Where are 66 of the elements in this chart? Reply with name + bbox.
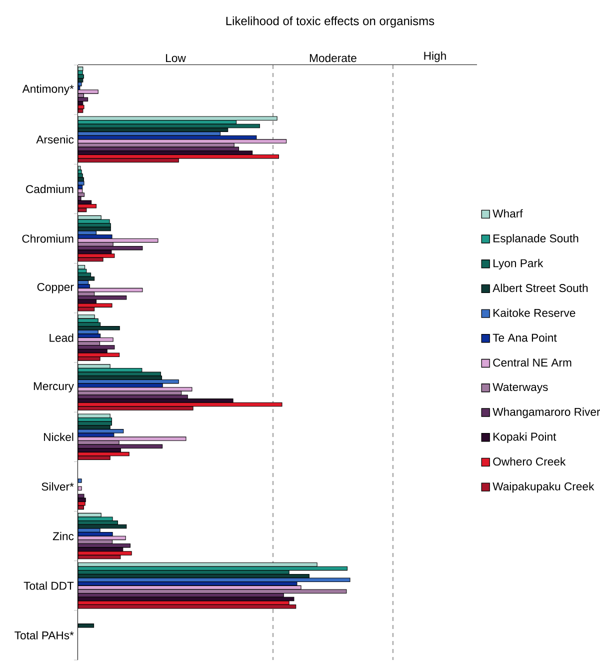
bar [78,254,115,258]
bar [78,97,88,102]
legend-label: Owhero Creek [493,457,566,466]
bar [78,246,143,250]
bar [78,578,350,582]
legend-label: Esplanade South [494,234,578,245]
bar [78,337,114,342]
bar [78,276,95,281]
bar [78,90,98,94]
bar [78,170,82,174]
bar [78,139,287,144]
y-tick-label: Total DDT [24,581,74,590]
band-label: Low [166,54,186,62]
legend-label: Waterways [492,383,548,394]
y-tick-label: Mercury [34,382,74,392]
legend-label: Kopaki Point [494,432,556,443]
bar [78,219,110,224]
bar [78,82,82,86]
legend-label: Wharf [492,209,523,218]
y-tick-label: Cadmium [26,184,74,194]
bar [78,551,132,556]
bar [78,238,158,243]
bar [78,502,86,506]
bar [78,345,115,350]
bar [78,177,84,182]
bar [78,418,112,422]
bar [78,192,85,197]
legend-label: Kaitoke Reserve [494,308,576,317]
bar [78,288,143,292]
legend-label: Albert Street South [492,284,588,292]
bar [78,181,84,186]
bar [78,387,192,392]
bar [78,272,92,277]
bar [78,444,163,449]
bar [78,104,84,110]
bar [78,70,83,75]
bar [78,352,120,358]
bar [78,436,186,441]
y-tick-label: Nickel [44,432,74,442]
y-tick-label: Silver* [42,482,74,491]
y-tick-label: Lead [50,334,74,342]
bar [78,303,112,308]
y-tick-label: Copper [37,283,74,294]
bar [78,204,96,208]
bar [78,188,83,194]
legend-label: Lyon Park [494,258,544,270]
y-tick-label: Antimony* [22,84,74,96]
legend-label: Waipakupaku Creek [492,482,594,493]
legend-label: Te Ana Point [492,333,557,342]
bar [78,78,84,82]
bar [78,589,347,594]
bar [78,223,111,228]
bar [78,154,279,159]
y-tick-label: Zinc [52,532,74,540]
band-label: High [424,52,446,62]
legend-label: Whangamaroro River [492,408,600,418]
y-tick-label: Arsenic [36,135,74,144]
bar [78,429,124,434]
bar [78,296,127,300]
chart-title: Likelihood of toxic effects on organisms [226,16,434,28]
y-tick-label: Total PAHs* [14,631,74,640]
y-tick-label: Chromium [22,234,74,243]
bar [78,498,86,502]
bar [78,326,120,330]
band-label: Moderate [310,54,356,62]
legend-label: Central NE Arm [493,358,572,367]
